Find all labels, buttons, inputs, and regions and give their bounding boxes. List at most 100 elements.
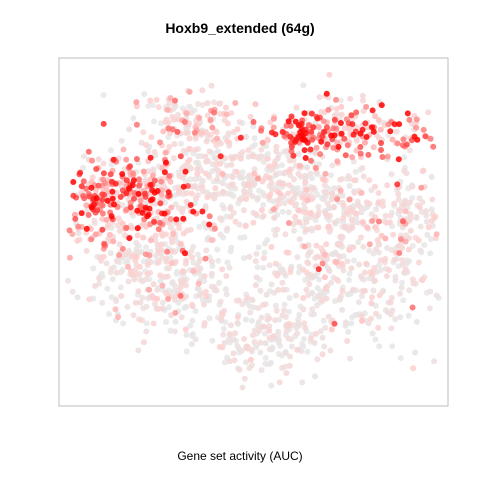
cell-point — [287, 199, 294, 206]
cell-point — [139, 209, 146, 216]
cell-point — [395, 191, 402, 198]
cell-point — [232, 100, 239, 106]
cell-point — [279, 208, 286, 215]
cell-point — [166, 173, 173, 179]
cell-point — [223, 291, 230, 298]
cell-point — [266, 262, 273, 269]
cell-point — [412, 349, 419, 356]
cell-point — [252, 282, 259, 289]
cell-point — [317, 328, 324, 335]
cell-point — [251, 170, 258, 177]
cell-point — [433, 231, 440, 238]
cell-point — [149, 102, 156, 109]
cell-point — [416, 204, 423, 211]
cell-point — [187, 322, 194, 329]
cell-point — [147, 154, 154, 161]
cell-point — [196, 115, 203, 121]
cell-point — [401, 168, 408, 174]
cell-point — [402, 208, 409, 215]
cell-point — [128, 268, 134, 275]
cell-point — [151, 118, 158, 125]
cell-point — [285, 220, 292, 226]
cell-point — [264, 136, 271, 143]
cell-point — [246, 172, 253, 179]
cell-point — [93, 166, 100, 172]
cell-point — [359, 92, 366, 99]
cell-point — [428, 217, 435, 224]
cell-point — [281, 170, 287, 177]
cell-point — [283, 327, 290, 334]
cell-point — [357, 150, 364, 157]
cell-point — [407, 227, 414, 234]
cell-point — [162, 149, 169, 156]
cell-point — [174, 268, 181, 275]
cell-point — [223, 111, 230, 118]
cell-point — [323, 90, 330, 97]
cell-point — [300, 295, 307, 301]
cell-point — [80, 164, 87, 171]
cell-point — [205, 158, 211, 164]
cell-point — [420, 126, 427, 133]
cell-point — [217, 140, 224, 147]
cell-point — [214, 176, 220, 183]
cell-point — [65, 277, 72, 284]
cell-point — [300, 82, 307, 89]
cell-point — [125, 278, 132, 285]
cell-point — [116, 252, 122, 259]
cell-point — [120, 320, 127, 327]
cell-point — [142, 251, 149, 258]
cell-point — [191, 129, 198, 136]
cell-point — [258, 146, 265, 153]
cell-point — [155, 183, 162, 190]
cell-point — [100, 160, 107, 167]
cell-point — [85, 148, 92, 155]
cell-point — [195, 101, 202, 107]
cell-point — [177, 153, 184, 160]
cell-point — [111, 201, 117, 208]
cell-point — [280, 286, 287, 293]
cell-point — [323, 124, 330, 131]
cell-point — [353, 137, 360, 144]
cell-point — [154, 295, 161, 302]
cell-point — [337, 187, 344, 194]
cell-point — [271, 161, 278, 168]
cell-point — [150, 172, 156, 179]
cell-point — [261, 249, 268, 256]
cell-point — [397, 355, 404, 361]
cell-point — [255, 305, 262, 311]
cell-point — [292, 118, 299, 125]
cell-point — [88, 184, 95, 191]
cell-point — [256, 187, 263, 194]
cell-point — [250, 332, 256, 339]
cell-point — [358, 189, 365, 196]
cell-point — [118, 137, 125, 144]
cell-point — [419, 199, 426, 206]
cell-point — [203, 138, 210, 145]
cell-point — [136, 316, 142, 323]
cell-point — [167, 327, 174, 334]
cell-point — [407, 211, 414, 218]
cell-point — [375, 199, 382, 206]
cell-point — [387, 299, 394, 306]
cell-point — [304, 348, 311, 355]
cell-point — [358, 313, 365, 320]
cell-point — [150, 320, 157, 327]
cell-point — [297, 129, 304, 136]
cell-point — [399, 244, 406, 251]
cell-point — [327, 347, 334, 354]
cell-point — [363, 134, 370, 140]
cell-point — [406, 287, 413, 294]
cell-point — [337, 97, 344, 104]
cell-point — [171, 328, 178, 335]
cell-point — [194, 185, 201, 192]
cell-point — [69, 288, 76, 295]
cell-point — [211, 195, 218, 202]
cell-point — [217, 153, 224, 160]
cell-point — [165, 265, 172, 272]
cell-point — [378, 140, 384, 146]
cell-point — [427, 135, 434, 142]
cell-point — [346, 246, 353, 253]
cell-point — [285, 249, 292, 256]
cell-point — [141, 190, 148, 197]
cell-point — [362, 120, 369, 127]
